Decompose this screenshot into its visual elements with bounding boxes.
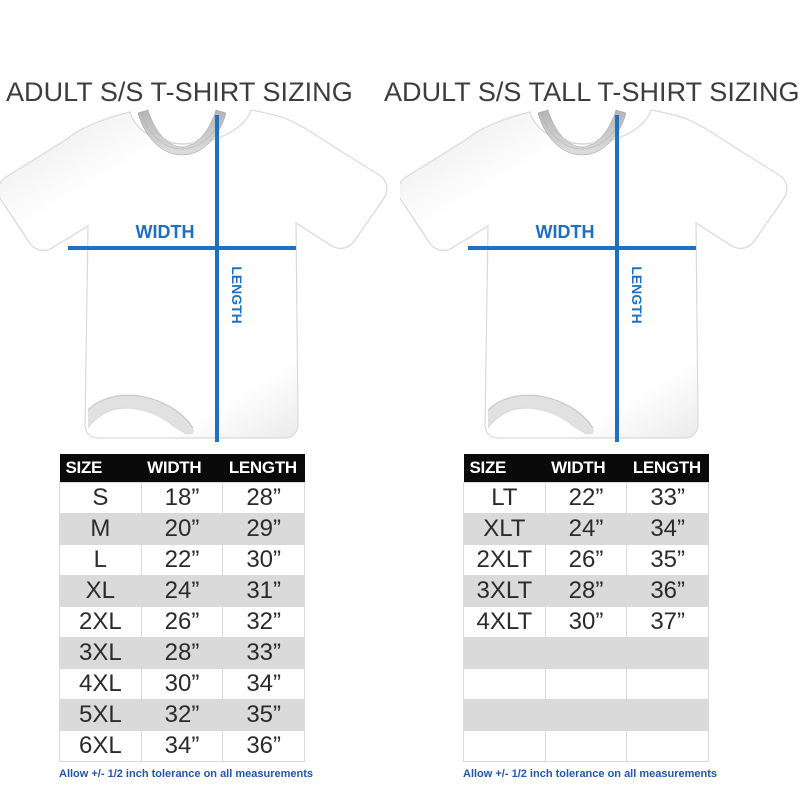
svg-text:WIDTH: WIDTH (536, 222, 595, 242)
svg-text:LENGTH: LENGTH (629, 266, 645, 324)
svg-text:WIDTH: WIDTH (136, 222, 195, 242)
svg-text:LENGTH: LENGTH (229, 266, 245, 324)
